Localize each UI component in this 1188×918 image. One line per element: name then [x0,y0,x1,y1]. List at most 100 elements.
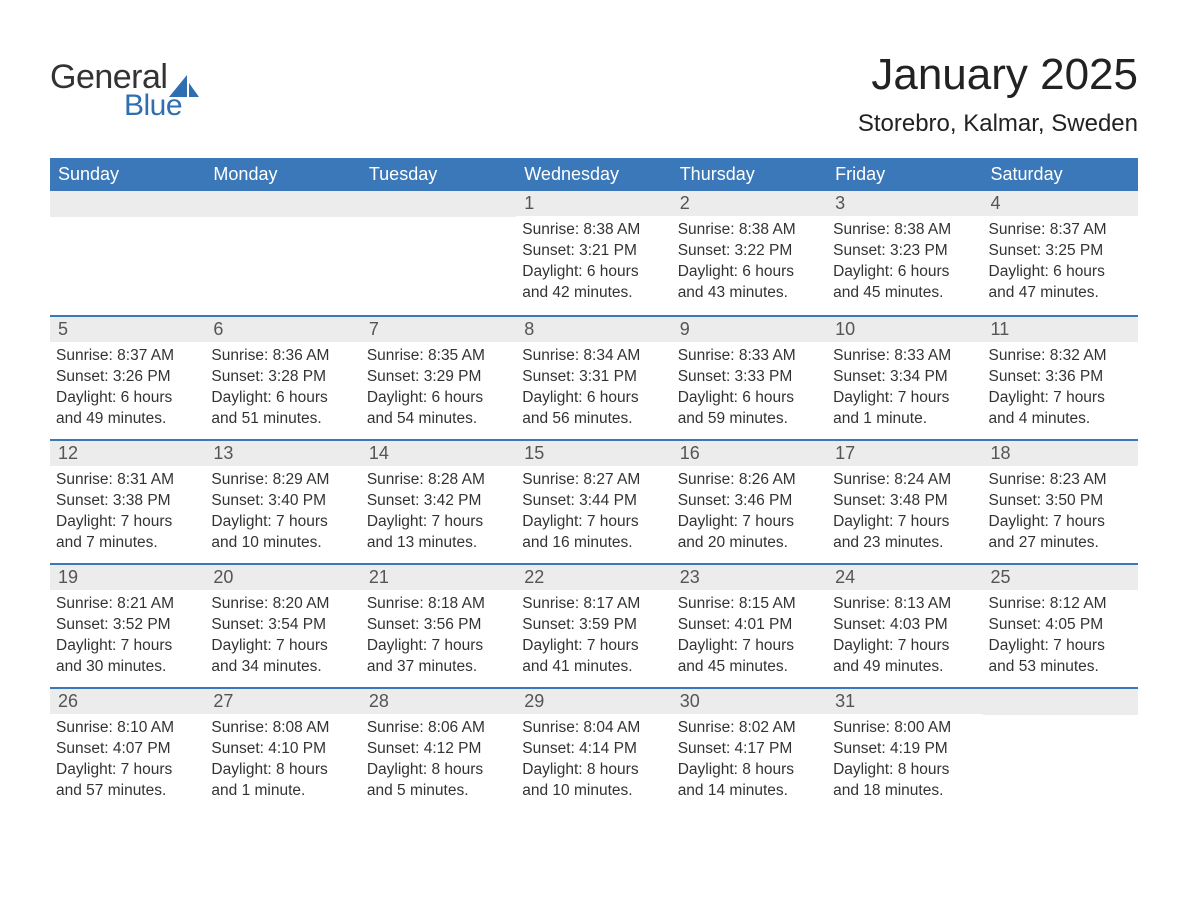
sunset-line: Sunset: 4:19 PM [833,739,974,760]
day-number: 29 [516,689,671,714]
daylight-line-1: Daylight: 6 hours [367,388,508,409]
weekday-header: Monday [205,158,360,191]
day-body: Sunrise: 8:23 AMSunset: 3:50 PMDaylight:… [983,470,1138,560]
sunrise-line: Sunrise: 8:17 AM [522,594,663,615]
day-cell: 29Sunrise: 8:04 AMSunset: 4:14 PMDayligh… [516,689,671,811]
day-cell: 9Sunrise: 8:33 AMSunset: 3:33 PMDaylight… [672,317,827,439]
daylight-line-2: and 54 minutes. [367,409,508,430]
sunrise-line: Sunrise: 8:08 AM [211,718,352,739]
sunset-line: Sunset: 3:54 PM [211,615,352,636]
daylight-line-2: and 45 minutes. [678,657,819,678]
daylight-line-1: Daylight: 6 hours [678,262,819,283]
day-number: 6 [205,317,360,342]
day-cell: 3Sunrise: 8:38 AMSunset: 3:23 PMDaylight… [827,191,982,315]
daylight-line-2: and 13 minutes. [367,533,508,554]
daylight-line-1: Daylight: 6 hours [211,388,352,409]
sunset-line: Sunset: 3:46 PM [678,491,819,512]
daylight-line-1: Daylight: 6 hours [989,262,1130,283]
daylight-line-1: Daylight: 7 hours [989,636,1130,657]
day-cell: 27 Sunrise: 8:08 AMSunset: 4:10 PMDayligh… [205,689,360,811]
daylight-line-2: and 14 minutes. [678,781,819,802]
day-cell: 23Sunrise: 8:15 AMSunset: 4:01 PMDayligh… [672,565,827,687]
daylight-line-2: and 59 minutes. [678,409,819,430]
day-number: 5 [50,317,205,342]
day-number: 2 [672,191,827,216]
sunrise-line: Sunrise: 8:33 AM [833,346,974,367]
calendar: SundayMondayTuesdayWednesdayThursdayFrid… [50,158,1138,811]
sunset-line: Sunset: 4:12 PM [367,739,508,760]
day-number: 17 [827,441,982,466]
sunset-line: Sunset: 3:34 PM [833,367,974,388]
day-number: 14 [361,441,516,466]
daylight-line-1: Daylight: 7 hours [678,512,819,533]
sunrise-line: Sunrise: 8:32 AM [989,346,1130,367]
day-body: Sunrise: 8:35 AMSunset: 3:29 PMDaylight:… [361,346,516,436]
logo: General Blue [50,58,199,123]
daylight-line-2: and 7 minutes. [56,533,197,554]
daylight-line-1: Daylight: 7 hours [211,512,352,533]
day-cell: 22Sunrise: 8:17 AMSunset: 3:59 PMDayligh… [516,565,671,687]
sunrise-line: Sunrise: 8:00 AM [833,718,974,739]
daylight-line-1: Daylight: 6 hours [522,388,663,409]
day-body: Sunrise: 8:08 AMSunset: 4:10 PMDaylight:… [205,718,360,808]
day-cell: 26 Sunrise: 8:10 AMSunset: 4:07 PMDayligh… [50,689,205,811]
day-number: 1 [516,191,671,216]
day-number: 20 [205,565,360,590]
sunset-line: Sunset: 3:40 PM [211,491,352,512]
daylight-line-1: Daylight: 8 hours [367,760,508,781]
sunset-line: Sunset: 4:07 PM [56,739,197,760]
daylight-line-1: Daylight: 6 hours [833,262,974,283]
calendar-week: 5 Sunrise: 8:37 AMSunset: 3:26 PMDaylight… [50,315,1138,439]
day-number: 4 [983,191,1138,216]
daylight-line-2: and 42 minutes. [522,283,663,304]
daylight-line-2: and 49 minutes. [56,409,197,430]
day-cell: 14Sunrise: 8:28 AMSunset: 3:42 PMDayligh… [361,441,516,563]
day-cell [50,191,205,315]
daylight-line-2: and 41 minutes. [522,657,663,678]
sunrise-line: Sunrise: 8:15 AM [678,594,819,615]
day-body: Sunrise: 8:00 AMSunset: 4:19 PMDaylight:… [827,718,982,808]
daylight-line-2: and 10 minutes. [211,533,352,554]
day-cell: 20Sunrise: 8:20 AMSunset: 3:54 PMDayligh… [205,565,360,687]
sunrise-line: Sunrise: 8:18 AM [367,594,508,615]
daylight-line-2: and 37 minutes. [367,657,508,678]
daylight-line-1: Daylight: 8 hours [833,760,974,781]
day-number: 27 [205,689,360,714]
daylight-line-2: and 57 minutes. [56,781,197,802]
day-body: Sunrise: 8:32 AMSunset: 3:36 PMDaylight:… [983,346,1138,436]
day-body: Sunrise: 8:13 AMSunset: 4:03 PMDaylight:… [827,594,982,684]
day-number: 26 [50,689,205,714]
daylight-line-1: Daylight: 8 hours [522,760,663,781]
calendar-week: 19Sunrise: 8:21 AMSunset: 3:52 PMDayligh… [50,563,1138,687]
empty-day-number [50,191,205,217]
weekday-header-row: SundayMondayTuesdayWednesdayThursdayFrid… [50,158,1138,191]
weekday-header: Thursday [672,158,827,191]
sunset-line: Sunset: 3:50 PM [989,491,1130,512]
sunset-line: Sunset: 3:29 PM [367,367,508,388]
day-body: Sunrise: 8:37 AMSunset: 3:26 PMDaylight:… [50,346,205,436]
daylight-line-1: Daylight: 8 hours [211,760,352,781]
sunset-line: Sunset: 3:52 PM [56,615,197,636]
sunset-line: Sunset: 3:48 PM [833,491,974,512]
daylight-line-2: and 16 minutes. [522,533,663,554]
sunset-line: Sunset: 3:33 PM [678,367,819,388]
daylight-line-1: Daylight: 7 hours [989,512,1130,533]
sunrise-line: Sunrise: 8:23 AM [989,470,1130,491]
day-number: 25 [983,565,1138,590]
day-number: 10 [827,317,982,342]
day-cell: 12Sunrise: 8:31 AMSunset: 3:38 PMDayligh… [50,441,205,563]
day-cell: 24Sunrise: 8:13 AMSunset: 4:03 PMDayligh… [827,565,982,687]
empty-day-number [983,689,1138,715]
sunset-line: Sunset: 3:31 PM [522,367,663,388]
day-body: Sunrise: 8:10 AMSunset: 4:07 PMDaylight:… [50,718,205,808]
sunrise-line: Sunrise: 8:20 AM [211,594,352,615]
day-number: 13 [205,441,360,466]
weekday-header: Sunday [50,158,205,191]
daylight-line-2: and 23 minutes. [833,533,974,554]
daylight-line-1: Daylight: 6 hours [56,388,197,409]
day-number: 9 [672,317,827,342]
daylight-line-2: and 34 minutes. [211,657,352,678]
day-number: 11 [983,317,1138,342]
sunrise-line: Sunrise: 8:37 AM [989,220,1130,241]
logo-text-blue: Blue [124,89,199,123]
